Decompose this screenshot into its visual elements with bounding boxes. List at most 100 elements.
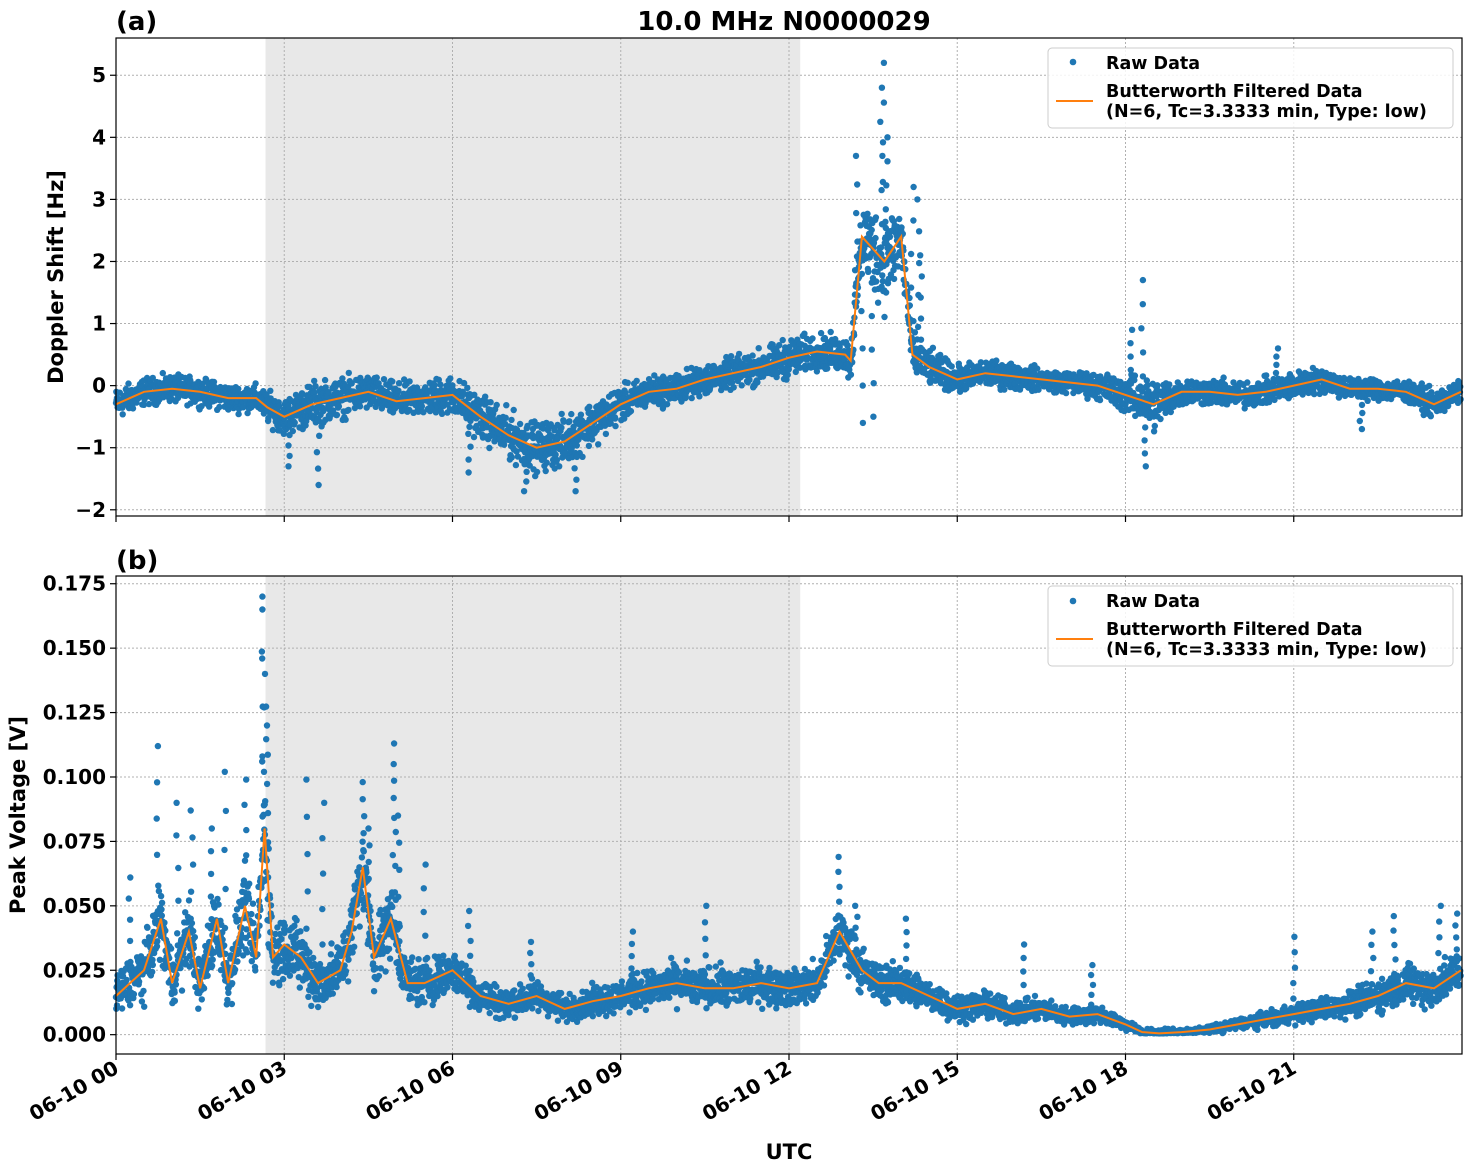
raw-data-point [158,912,165,919]
raw-data-point [493,401,500,409]
raw-data-point [586,403,593,410]
raw-data-point [533,468,541,476]
raw-data-outlier [870,413,877,420]
raw-data-outlier [878,186,885,194]
raw-data-point [847,371,855,378]
raw-data-point [239,404,247,411]
raw-data-point [418,403,425,410]
raw-data-outlier [878,84,886,91]
raw-data-outlier [286,452,293,460]
raw-data-point [466,423,473,430]
raw-data-point [868,226,875,234]
raw-data-point [502,414,509,421]
raw-data-point [167,945,175,952]
raw-data-point [140,401,148,408]
raw-data-point [208,962,216,969]
raw-data-point [624,379,631,386]
raw-data-outlier [851,267,859,274]
raw-data-point [356,403,364,410]
raw-data-outlier [1358,425,1366,433]
raw-data-point [329,407,337,414]
raw-data-point [234,958,241,965]
raw-data-outlier [879,152,886,160]
raw-data-point [1166,381,1173,388]
raw-data-outlier [917,252,924,259]
raw-data-point [231,966,239,973]
panel-a-x-ticks [115,516,1295,522]
raw-data-outlier [316,432,323,439]
raw-data-point [513,448,520,455]
raw-data-point [293,917,300,924]
raw-data-outlier [884,134,891,141]
raw-data-point [322,384,329,391]
raw-data-point [339,375,346,382]
raw-data-point [345,369,352,377]
raw-data-point [241,857,249,864]
raw-data-point [514,453,522,460]
raw-data-point [1157,415,1164,423]
raw-data-outlier [880,99,888,106]
raw-data-point [119,411,126,418]
raw-data-outlier [915,228,923,235]
raw-data-point [345,406,352,414]
raw-data-point [310,954,317,962]
raw-data-point [1364,397,1371,404]
raw-data-outlier [917,336,925,343]
raw-data-point [1062,389,1070,397]
raw-data-point [229,980,236,987]
raw-data-outlier [520,488,528,495]
raw-data-point [200,985,208,992]
raw-data-point [216,403,223,411]
raw-data-point [249,900,257,907]
raw-data-point [312,383,319,390]
raw-data-outlier [1139,276,1147,284]
raw-data-point [306,949,313,956]
raw-data-point [187,377,194,384]
raw-data-point [872,234,879,242]
raw-data-outlier [523,468,530,475]
panel-a-legend-raw-label: Raw Data [1106,54,1200,74]
raw-data-point [459,388,466,395]
raw-data-point [269,979,277,986]
raw-data-point [292,391,300,399]
raw-data-point [696,367,703,374]
raw-data-point [172,981,180,988]
raw-data-outlier [523,478,530,485]
raw-data-point [663,401,671,408]
raw-data-outlier [1138,325,1145,332]
raw-data-point [827,328,834,336]
raw-data-point [126,1002,134,1009]
raw-data-outlier [1356,417,1364,425]
raw-data-outlier [1142,424,1149,431]
raw-data-outlier [465,456,472,463]
raw-data-outlier [917,315,925,322]
raw-data-point [252,380,259,387]
raw-data-point [473,415,480,422]
raw-data-point [145,400,153,408]
raw-data-point [486,444,493,452]
raw-data-point [471,391,478,398]
raw-data-outlier [285,463,292,470]
raw-data-outlier [852,152,860,160]
raw-data-outlier [1141,437,1148,444]
raw-data-point [738,382,745,389]
raw-data-point [185,897,193,904]
raw-data-point [792,368,799,376]
raw-data-point [554,435,562,442]
raw-data-point [570,423,577,430]
raw-data-outlier [916,259,923,267]
raw-data-point [375,380,382,387]
raw-data-point [155,882,162,889]
raw-data-outlier [868,346,875,353]
raw-data-outlier [1274,345,1282,352]
raw-data-point [589,436,596,443]
raw-data-point [896,215,903,223]
raw-data-point [510,406,517,414]
raw-data-point [1263,372,1270,379]
raw-data-point [250,919,257,927]
raw-data-point [380,376,388,383]
raw-data-point [281,922,288,929]
raw-data-outlier [1127,353,1134,360]
raw-data-point [727,353,735,360]
raw-data-outlier [314,416,322,423]
